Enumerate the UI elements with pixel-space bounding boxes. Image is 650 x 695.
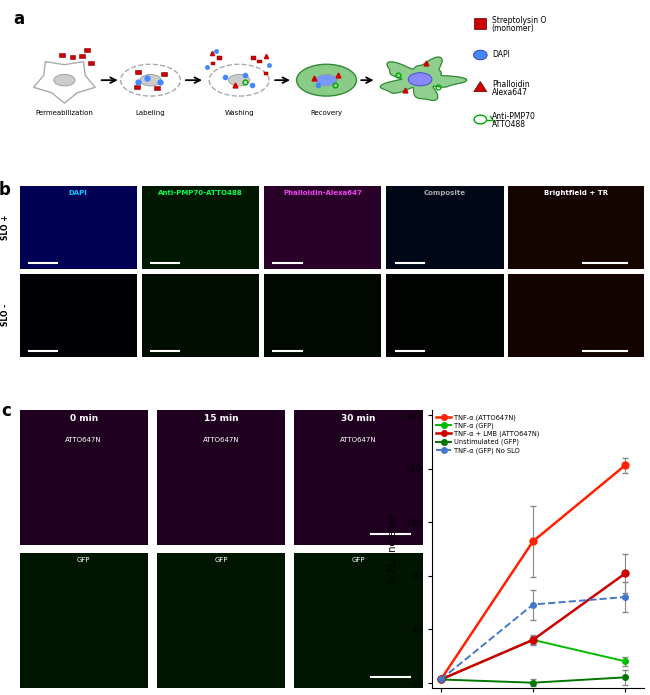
Text: Labeling: Labeling: [136, 110, 165, 115]
Polygon shape: [474, 81, 487, 92]
Text: GFP: GFP: [352, 557, 365, 563]
Text: a: a: [13, 10, 25, 28]
FancyBboxPatch shape: [251, 56, 256, 60]
Text: SLO +: SLO +: [1, 215, 10, 240]
Text: DAPI: DAPI: [69, 190, 88, 197]
Text: b: b: [0, 181, 10, 199]
FancyBboxPatch shape: [70, 55, 75, 59]
Text: 0 min: 0 min: [70, 414, 98, 423]
Text: ATTO647N: ATTO647N: [203, 436, 239, 443]
Text: DAPI: DAPI: [492, 51, 510, 60]
FancyBboxPatch shape: [134, 85, 140, 89]
FancyBboxPatch shape: [59, 53, 65, 56]
Text: SLO -: SLO -: [1, 304, 10, 327]
Text: GFP: GFP: [214, 557, 228, 563]
Legend: TNF-α (ATTO647N), TNF-α (GFP), TNF-α + LMB (ATTO647N), Unstimulated (GFP), TNF-α: TNF-α (ATTO647N), TNF-α (GFP), TNF-α + L…: [435, 413, 540, 455]
FancyBboxPatch shape: [211, 62, 215, 65]
Text: ATTO647N: ATTO647N: [66, 436, 102, 443]
Ellipse shape: [316, 74, 337, 86]
Y-axis label: % FL. increase: % FL. increase: [388, 514, 398, 584]
Ellipse shape: [140, 74, 161, 86]
Polygon shape: [380, 57, 467, 100]
Text: c: c: [1, 402, 12, 420]
Text: Anti-PMP70: Anti-PMP70: [492, 113, 536, 122]
Ellipse shape: [408, 73, 432, 86]
FancyBboxPatch shape: [79, 54, 84, 58]
Ellipse shape: [229, 74, 250, 86]
FancyBboxPatch shape: [217, 56, 222, 60]
Ellipse shape: [296, 64, 356, 96]
Text: 15 min: 15 min: [203, 414, 239, 423]
Text: Composite: Composite: [424, 190, 466, 197]
Text: Washing: Washing: [224, 110, 254, 115]
Text: Brightfield + TR: Brightfield + TR: [544, 190, 608, 197]
Text: Anti-PMP70-ATTO488: Anti-PMP70-ATTO488: [158, 190, 243, 197]
FancyBboxPatch shape: [88, 61, 94, 65]
Text: ATTO647N: ATTO647N: [340, 436, 377, 443]
FancyBboxPatch shape: [264, 72, 268, 75]
Text: Streptolysin O: Streptolysin O: [492, 15, 546, 24]
FancyBboxPatch shape: [257, 60, 262, 63]
FancyBboxPatch shape: [135, 70, 141, 74]
FancyBboxPatch shape: [154, 86, 160, 90]
Text: (monomer): (monomer): [492, 24, 534, 33]
Text: Recovery: Recovery: [311, 110, 343, 115]
Text: ATTO488: ATTO488: [492, 120, 526, 129]
Text: 30 min: 30 min: [341, 414, 376, 423]
Text: GFP: GFP: [77, 557, 90, 563]
Circle shape: [473, 50, 488, 60]
FancyBboxPatch shape: [161, 72, 167, 76]
Text: Permeabilization: Permeabilization: [36, 110, 94, 115]
Text: Alexa647: Alexa647: [492, 88, 528, 97]
FancyBboxPatch shape: [84, 48, 90, 52]
FancyBboxPatch shape: [474, 18, 486, 29]
Ellipse shape: [54, 74, 75, 86]
Text: Phalloidin: Phalloidin: [492, 80, 530, 89]
Text: Phalloidin-Alexa647: Phalloidin-Alexa647: [283, 190, 362, 197]
Polygon shape: [34, 62, 96, 103]
